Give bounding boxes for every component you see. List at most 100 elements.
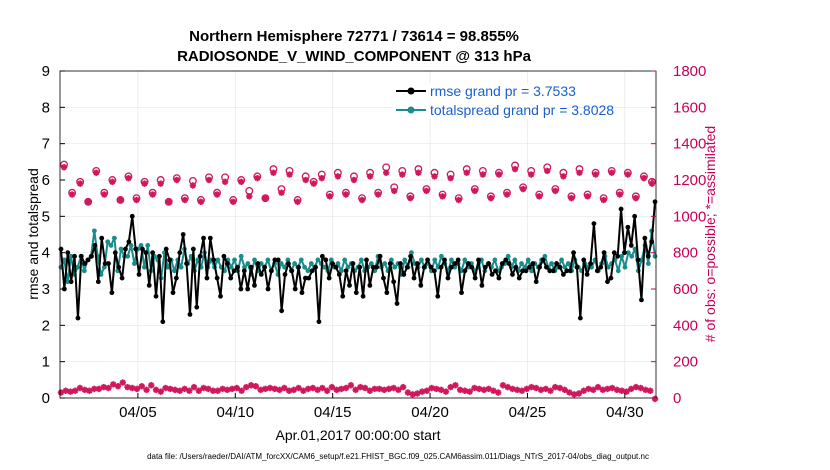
x-tick-label: 04/10 (217, 404, 255, 421)
obs-assimilated-marker (552, 187, 559, 195)
obs-rejected-marker (514, 386, 521, 394)
spread-point (61, 257, 67, 263)
spread-point (131, 261, 137, 266)
obs-rejected-marker (157, 388, 164, 395)
rmse-point (523, 268, 529, 274)
rmse-point (275, 257, 281, 263)
rmse-point (231, 268, 237, 274)
plot-area (60, 71, 656, 398)
rmse-point (133, 246, 139, 252)
rmse-point (235, 264, 240, 270)
obs-rejected-marker (195, 387, 202, 394)
obs-rejected-marker (167, 385, 174, 393)
obs-rejected-marker (323, 387, 331, 394)
y-tick-label: 5 (42, 208, 50, 225)
rmse-point (438, 264, 444, 270)
obs-assimilated-marker (640, 174, 648, 182)
obs-assimilated-marker (447, 174, 454, 182)
y-right-tick-label: 200 (673, 354, 698, 371)
rmse-point (489, 272, 495, 277)
rmse-point (336, 272, 342, 277)
rmse-point (601, 250, 607, 256)
rmse-point (140, 246, 145, 252)
obs-rejected-marker (528, 383, 535, 391)
rmse-point (571, 250, 576, 256)
obs-assimilated-marker (109, 178, 116, 186)
obs-assimilated-marker (60, 164, 68, 171)
obs-rejected-marker (285, 387, 293, 394)
obs-rejected-marker (190, 383, 198, 391)
obs-rejected-marker (152, 386, 160, 394)
rmse-point (201, 235, 206, 241)
obs-rejected-marker (523, 385, 530, 393)
spread-point (232, 257, 237, 263)
rmse-point (323, 257, 329, 263)
obs-assimilated-marker (342, 191, 350, 198)
obs-rejected-marker (100, 383, 107, 391)
rmse-point (581, 257, 587, 263)
spread-point (302, 264, 308, 270)
rmse-point (543, 264, 549, 270)
obs-possible-marker (116, 196, 125, 204)
obs-rejected-marker (380, 386, 388, 394)
obs-assimilated-marker (238, 178, 245, 186)
spread-point (358, 257, 364, 263)
obs-assimilated-marker (503, 191, 511, 198)
obs-rejected-marker (418, 388, 426, 395)
obs-assimilated-marker (608, 169, 615, 176)
obs-assimilated-marker (68, 191, 76, 198)
obs-rejected-marker (575, 390, 583, 397)
y-tick-label: 7 (42, 136, 50, 153)
spread-point (565, 261, 571, 266)
rmse-point (146, 282, 152, 288)
rmse-point (462, 268, 468, 274)
obs-assimilated-marker (407, 194, 414, 202)
legend-label-rmse: rmse grand pr = 3.7533 (430, 83, 576, 99)
rmse-point (574, 264, 580, 270)
obs-assimilated-marker (439, 193, 446, 200)
obs-rejected-marker (281, 384, 288, 392)
rmse-point (550, 268, 556, 274)
obs-rejected-marker (580, 387, 587, 394)
obs-rejected-marker (604, 385, 611, 393)
rmse-point (279, 308, 285, 314)
rmse-point (126, 239, 132, 245)
y-right-tick-label: 1200 (673, 172, 706, 189)
rmse-point (299, 290, 305, 296)
obs-assimilated-marker (278, 189, 285, 196)
spread-point (408, 250, 414, 256)
obs-assimilated-marker (592, 171, 599, 178)
legend-box (393, 83, 563, 119)
rmse-point (540, 257, 546, 263)
spread-point (338, 268, 344, 274)
x-axis-label: Apr.01,2017 00:00:00 start (275, 427, 440, 443)
y-tick-label: 4 (42, 245, 50, 262)
rmse-point (319, 253, 325, 259)
rmse-point (425, 257, 430, 263)
obs-rejected-marker (599, 386, 606, 394)
rmse-point (65, 250, 71, 256)
y-tick-label: 6 (42, 172, 50, 189)
rmse-spread-series (58, 199, 658, 325)
obs-rejected-marker (366, 387, 374, 394)
obs-assimilated-marker (254, 174, 261, 182)
rmse-point (89, 253, 94, 259)
rmse-point (350, 261, 356, 266)
obs-rejected-marker (114, 382, 122, 390)
obs-rejected-marker (361, 384, 369, 392)
rmse-point (190, 246, 196, 252)
y-tick-label: 3 (42, 281, 50, 298)
obs-assimilated-marker (76, 180, 84, 187)
grid (60, 70, 656, 399)
obs-assimilated-marker (133, 196, 140, 204)
rmse-point (313, 264, 318, 270)
spread-point (432, 257, 438, 263)
obs-assimilated-marker (93, 169, 100, 176)
rmse-point (85, 257, 91, 263)
spread-point (282, 264, 287, 270)
rmse-point (258, 272, 264, 277)
rmse-point (547, 268, 553, 274)
rmse-point (628, 243, 634, 248)
obs-assimilated-marker (358, 196, 366, 204)
obs-rejected-marker (556, 384, 564, 392)
